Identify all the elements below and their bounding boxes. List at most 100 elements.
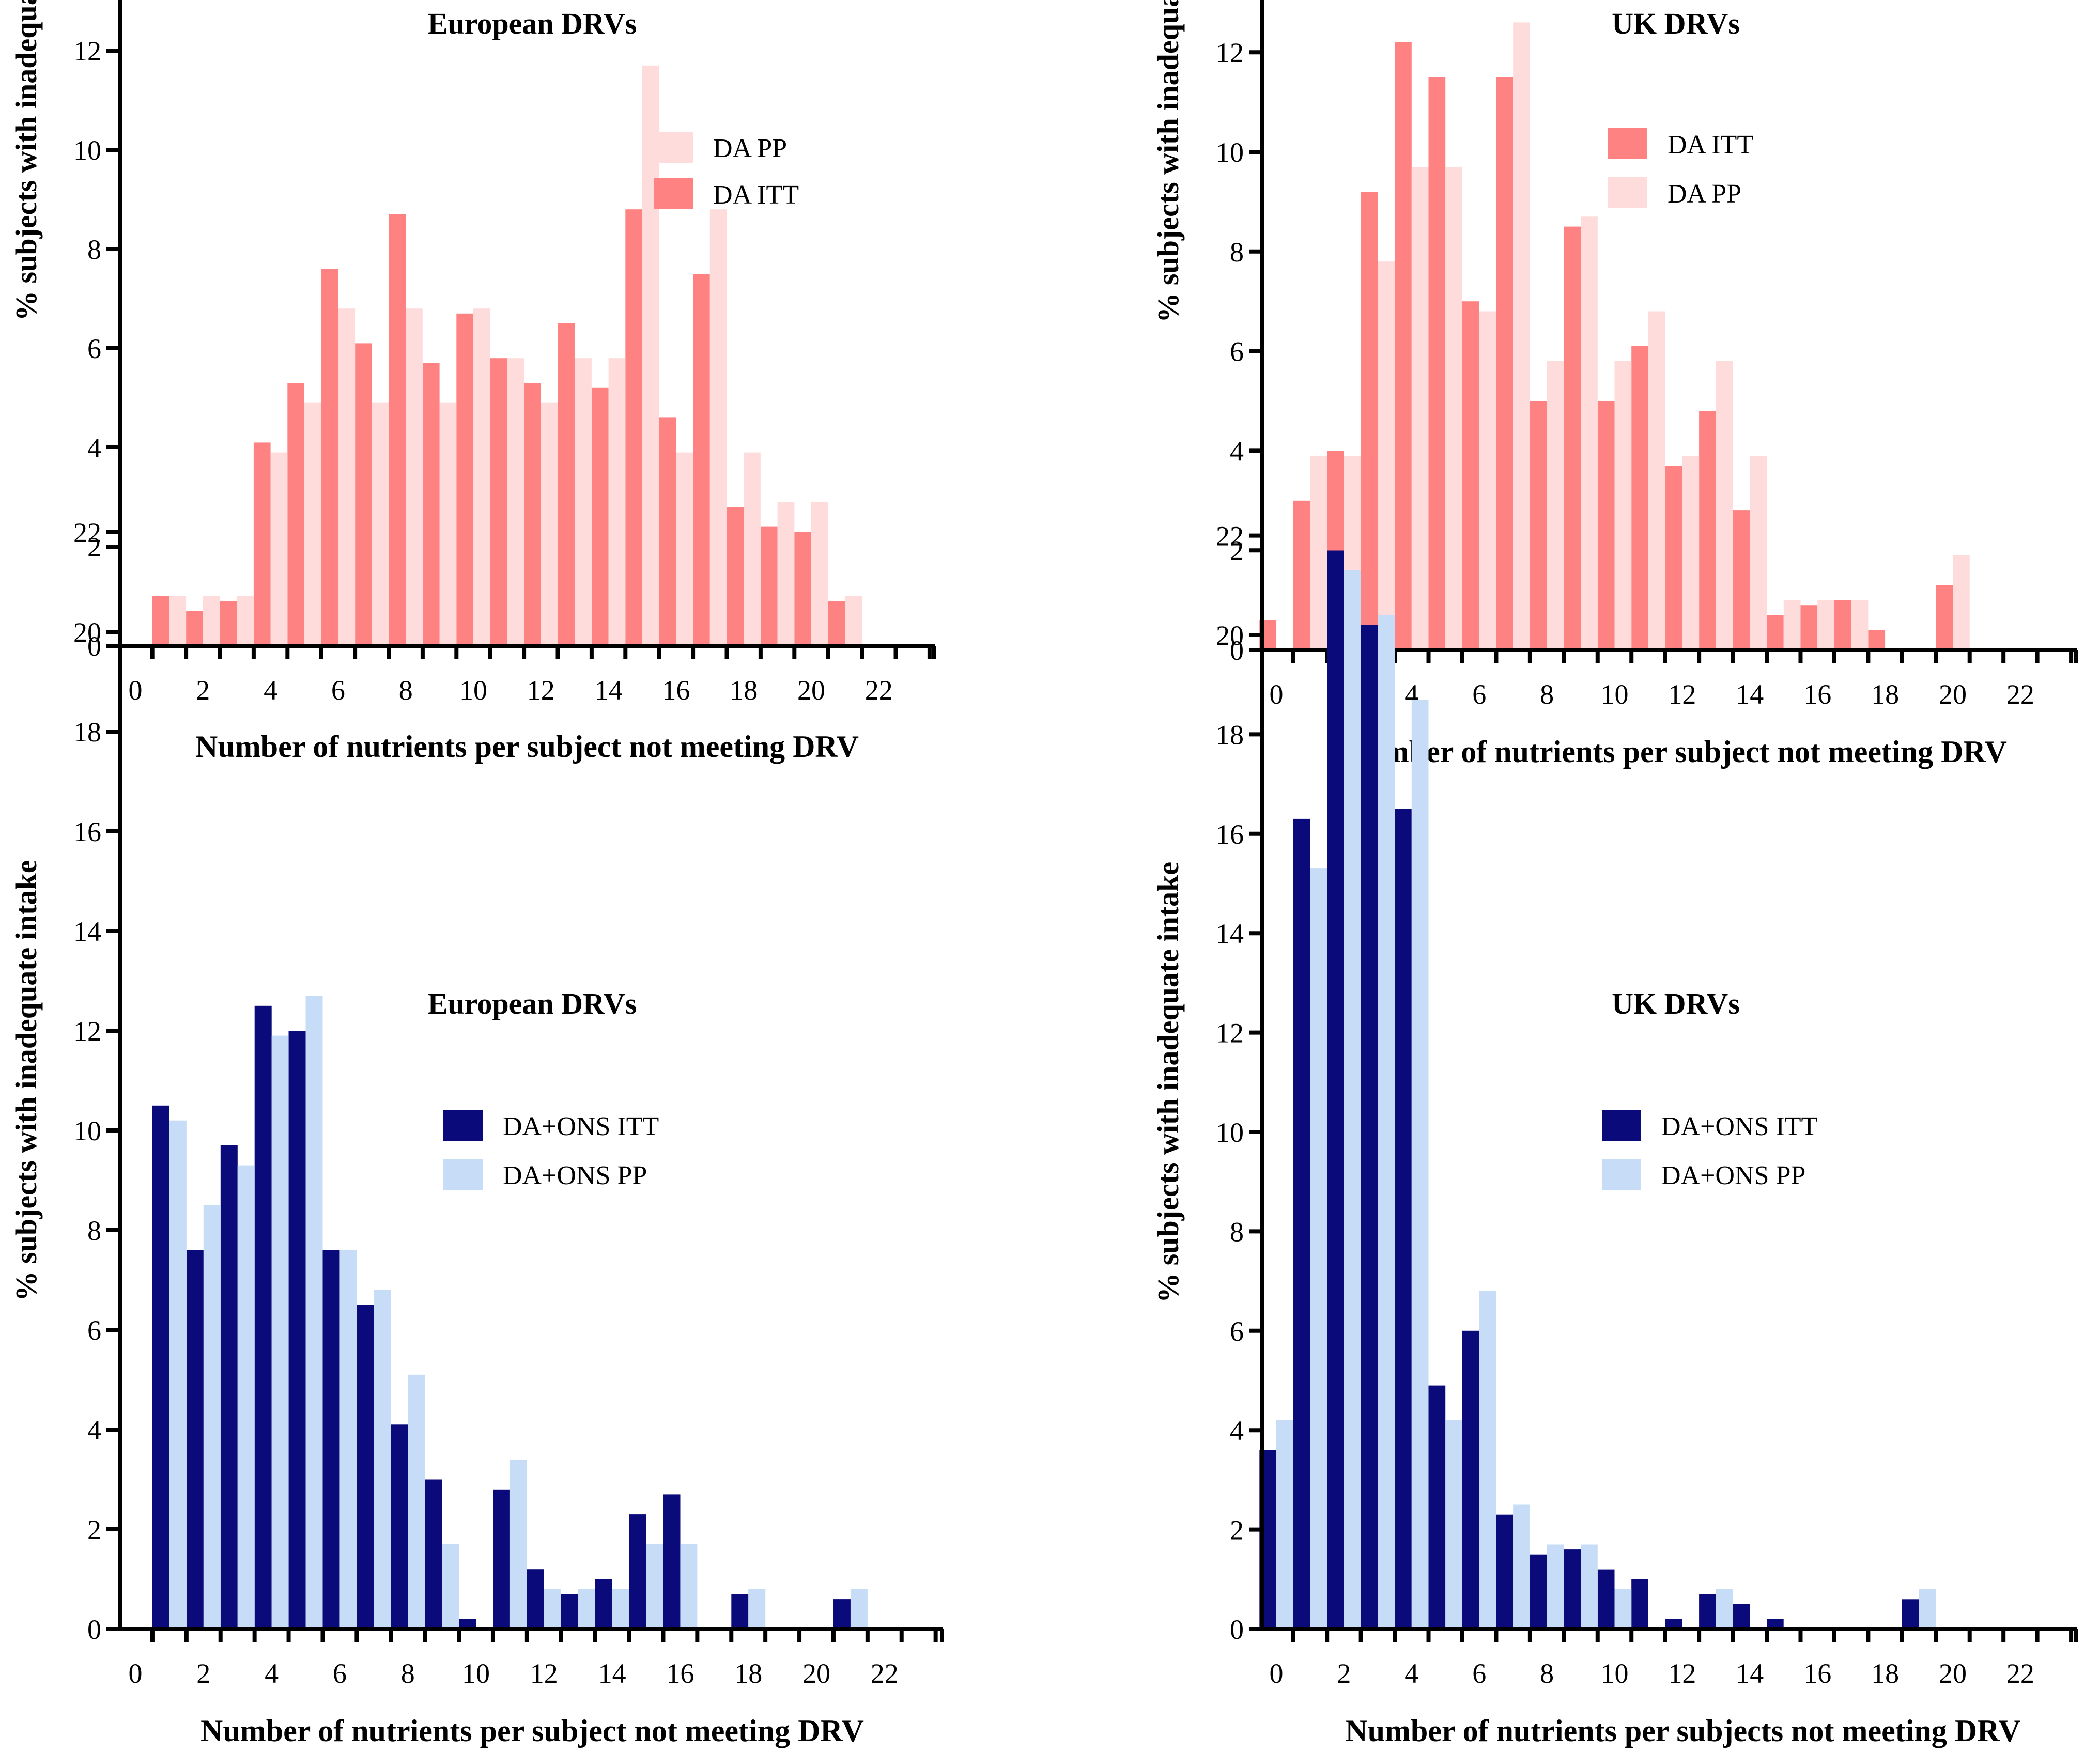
bar-da-ons-pp-x7 bbox=[1513, 1504, 1530, 1629]
bar-da-itt-x16 bbox=[1800, 605, 1818, 650]
y-tick-label: 22 bbox=[73, 517, 101, 548]
x-tick-label: 16 bbox=[1803, 1658, 1831, 1689]
bar-da-ons-itt-x7 bbox=[357, 1305, 374, 1630]
bar-da-pp-x9 bbox=[439, 402, 457, 646]
legend-label: DA+ONS ITT bbox=[1661, 1112, 1817, 1141]
bar-da-ons-pp-x21 bbox=[850, 1589, 868, 1629]
bar-da-itt-x8 bbox=[389, 214, 406, 646]
y-tick-label: 10 bbox=[1216, 1117, 1244, 1148]
chart-title: European DRVs bbox=[428, 7, 637, 40]
bar-da-ons-pp-x9 bbox=[442, 1544, 459, 1629]
bar-da-pp-x6 bbox=[1479, 311, 1496, 650]
y-tick-label: 8 bbox=[1230, 237, 1244, 268]
x-tick-label: 12 bbox=[1668, 679, 1696, 710]
x-tick-label: 16 bbox=[666, 1658, 694, 1689]
bar-da-itt-x10 bbox=[456, 313, 473, 646]
bar-da-pp-x2 bbox=[203, 596, 220, 646]
bar-da-itt-x16 bbox=[659, 417, 676, 646]
chart-title: UK DRVs bbox=[1612, 7, 1740, 40]
x-tick-label: 8 bbox=[1540, 1658, 1554, 1689]
y-tick-label: 4 bbox=[87, 432, 101, 463]
x-tick-label: 12 bbox=[530, 1658, 558, 1689]
y-tick-label: 12 bbox=[73, 36, 101, 67]
bar-da-itt-x13 bbox=[1699, 411, 1716, 650]
legend-label: DA PP bbox=[1667, 179, 1741, 209]
y-tick-label: 10 bbox=[1216, 137, 1244, 168]
legend-label: DA+ONS PP bbox=[503, 1161, 647, 1190]
x-axis-label: Number of nutrients per subjects not mee… bbox=[1345, 1714, 2020, 1748]
y-axis-label: % subjects with inadequate intake bbox=[9, 860, 43, 1301]
bar-da-ons-pp-x2 bbox=[203, 1205, 221, 1630]
x-tick-label: 22 bbox=[871, 1658, 899, 1689]
bar-da-ons-itt-x8 bbox=[1530, 1554, 1547, 1629]
x-tick-label: 22 bbox=[2006, 1658, 2034, 1689]
bar-da-ons-pp-x8 bbox=[408, 1374, 425, 1629]
bar-da-pp-x19 bbox=[777, 502, 795, 646]
x-tick-label: 18 bbox=[734, 1658, 762, 1689]
x-tick-label: 0 bbox=[1270, 679, 1284, 710]
bar-da-pp-x6 bbox=[338, 308, 356, 646]
bar-da-ons-itt-x2 bbox=[186, 1250, 204, 1629]
bar-da-ons-pp-x5 bbox=[1445, 1420, 1462, 1629]
y-tick-label: 16 bbox=[73, 816, 101, 847]
bar-da-itt-x18 bbox=[727, 507, 744, 646]
bar-da-ons-pp-x0 bbox=[1276, 1420, 1293, 1629]
x-tick-label: 20 bbox=[1939, 1658, 1967, 1689]
x-tick-label: 14 bbox=[598, 1658, 626, 1689]
y-tick-label: 4 bbox=[1230, 1415, 1244, 1446]
bar-da-ons-pp-x14 bbox=[612, 1589, 629, 1629]
bar-da-itt-x12 bbox=[1665, 466, 1682, 650]
y-tick-label: 22 bbox=[1216, 521, 1244, 552]
chart-panel-top-left: European DRVs 0 2 4 6 8 10 12 14 16 18 20 22 0 2 4 6 8 10 1… bbox=[9, 0, 936, 764]
bar-da-ons-pp-x9 bbox=[1581, 1544, 1598, 1629]
y-tick-label: 16 bbox=[1216, 819, 1244, 850]
y-tick-label: 6 bbox=[1230, 336, 1244, 367]
bar-da-itt-x20 bbox=[1936, 585, 1953, 650]
bar-da-ons-pp-x1 bbox=[1310, 868, 1327, 1629]
bar-da-ons-itt-x15 bbox=[1767, 1619, 1784, 1629]
y-tick-label: 12 bbox=[73, 1016, 101, 1047]
x-tick-label: 18 bbox=[730, 675, 758, 706]
y-tick-label: 6 bbox=[1230, 1316, 1244, 1347]
bar-da-pp-x5 bbox=[1445, 166, 1462, 650]
x-tick-label: 18 bbox=[1871, 679, 1899, 710]
legend-swatch bbox=[1608, 128, 1647, 159]
bar-da-pp-x7 bbox=[372, 402, 389, 646]
bar-da-ons-itt-x11 bbox=[1631, 1579, 1648, 1629]
x-tick-label: 10 bbox=[462, 1658, 490, 1689]
bar-da-itt-x14 bbox=[591, 387, 609, 646]
legend-swatch bbox=[654, 132, 693, 163]
y-tick-label: 18 bbox=[1216, 719, 1244, 750]
bar-da-itt-x4 bbox=[253, 442, 271, 646]
bar-da-pp-x10 bbox=[1614, 361, 1632, 650]
bar-da-pp-x12 bbox=[541, 402, 558, 646]
x-tick-label: 0 bbox=[1270, 1658, 1284, 1689]
bar-da-pp-x13 bbox=[1716, 361, 1733, 650]
bar-da-ons-itt-x10 bbox=[459, 1619, 476, 1629]
bar-da-itt-x1 bbox=[1293, 500, 1310, 650]
bar-da-pp-x16 bbox=[1817, 600, 1834, 650]
chart-title: UK DRVs bbox=[1612, 987, 1740, 1020]
bar-da-pp-x20 bbox=[1953, 555, 1970, 650]
bar-da-pp-x13 bbox=[575, 358, 592, 646]
bar-da-ons-pp-x18 bbox=[748, 1589, 766, 1629]
bar-da-itt-x17 bbox=[1834, 600, 1851, 650]
legend-swatch bbox=[443, 1159, 483, 1190]
x-tick-label: 0 bbox=[129, 1658, 143, 1689]
x-tick-label: 8 bbox=[399, 675, 413, 706]
bar-da-ons-pp-x5 bbox=[305, 996, 323, 1629]
bar-da-ons-pp-x7 bbox=[374, 1290, 391, 1629]
bar-da-pp-x14 bbox=[608, 358, 626, 646]
y-tick-label: 0 bbox=[1230, 1614, 1244, 1645]
legend-label: DA+ONS PP bbox=[1661, 1161, 1805, 1190]
x-tick-label: 6 bbox=[1472, 679, 1486, 710]
bar-da-ons-itt-x13 bbox=[561, 1594, 578, 1629]
bar-da-ons-itt-x3 bbox=[220, 1145, 238, 1629]
bar-da-ons-itt-x9 bbox=[425, 1479, 442, 1629]
bar-da-ons-pp-x6 bbox=[339, 1250, 357, 1629]
x-tick-label: 14 bbox=[1736, 679, 1764, 710]
y-tick-label: 10 bbox=[73, 1115, 101, 1146]
bar-da-ons-itt-x15 bbox=[629, 1514, 646, 1629]
bar-da-ons-itt-x19 bbox=[1902, 1599, 1919, 1629]
